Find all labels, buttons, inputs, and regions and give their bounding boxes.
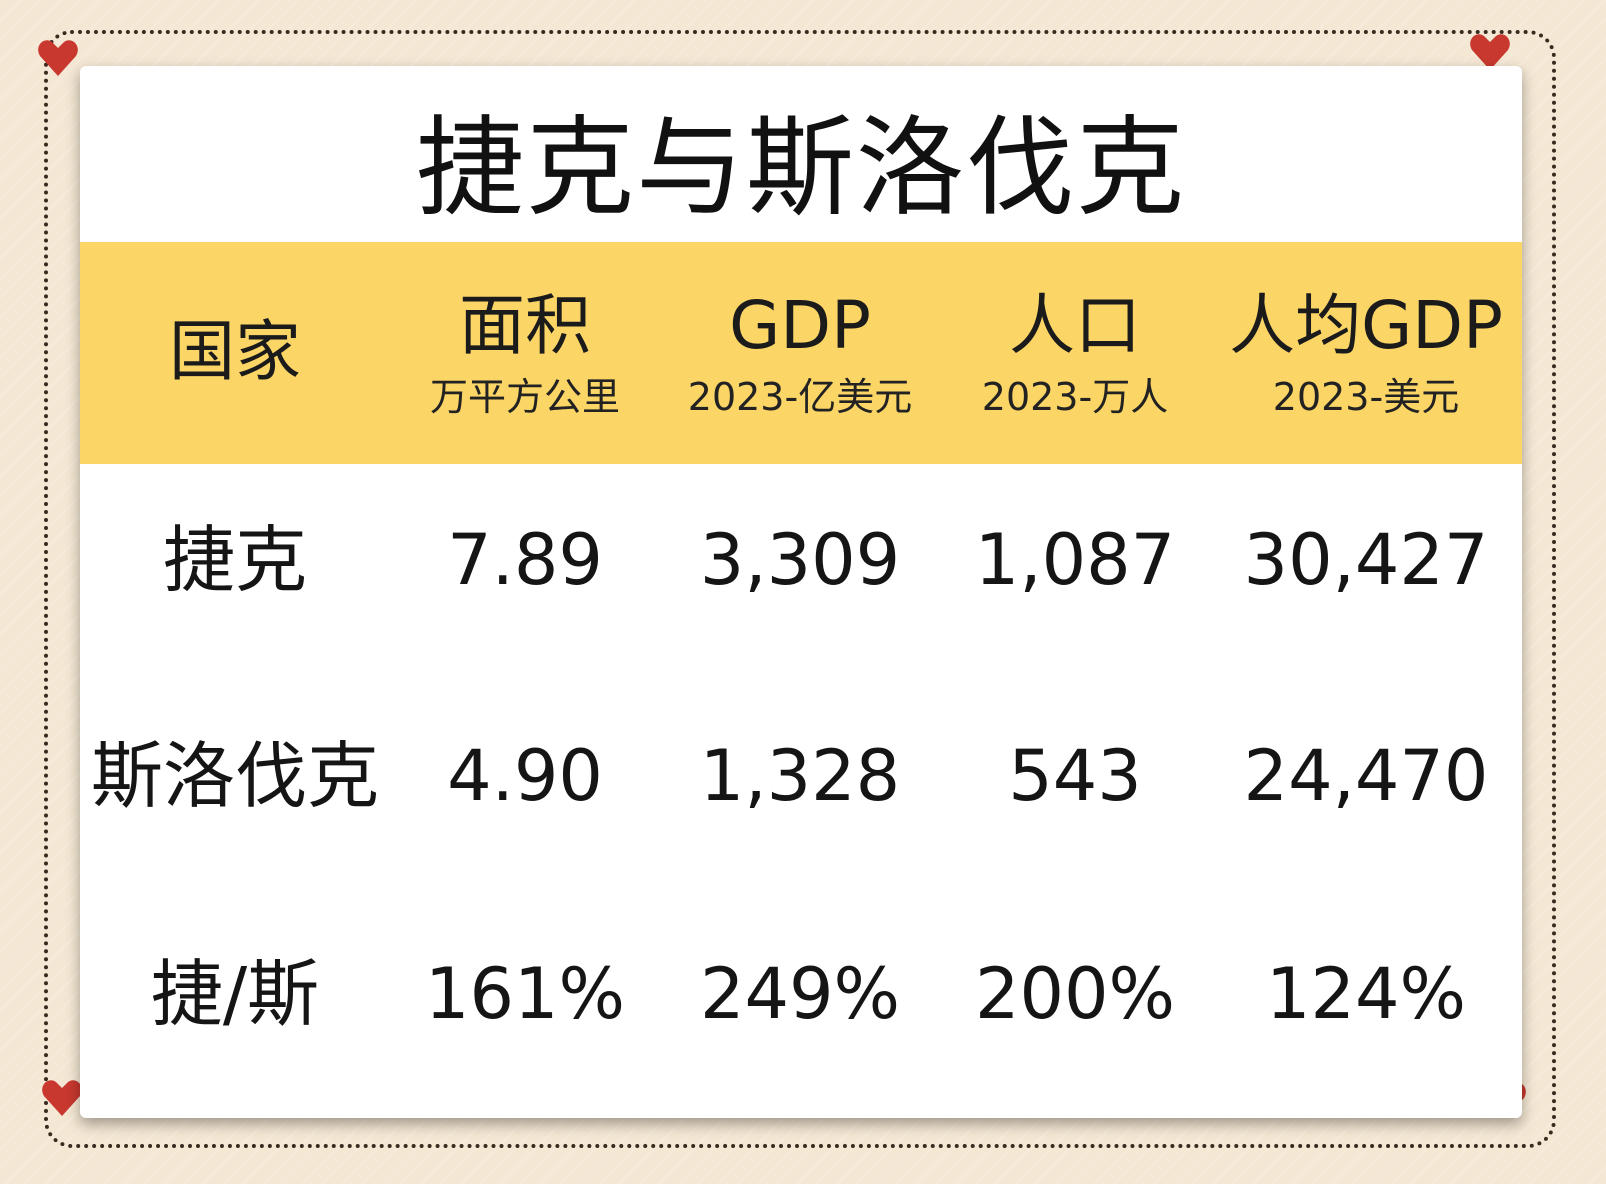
row-country: 捷克	[162, 518, 307, 602]
heart-icon	[38, 40, 78, 76]
header-gdp-label: GDP	[729, 287, 871, 364]
row-gdp: 1,328	[699, 735, 901, 817]
heart-icon	[42, 1080, 82, 1116]
header-gdp-unit: 2023-亿美元	[687, 375, 913, 419]
row-area: 4.90	[447, 735, 603, 817]
header-population-label: 人口	[1009, 287, 1141, 364]
row-population: 543	[1008, 735, 1142, 817]
table-row: 捷/斯 161% 249% 200% 124%	[80, 924, 1522, 1064]
table-header: 国家 面积 万平方公里 GDP 2023-亿美元 人口 2023-万人 人均GD…	[80, 242, 1522, 464]
row-country: 斯洛伐克	[90, 734, 379, 818]
row-area: 161%	[424, 953, 626, 1035]
row-population: 1,087	[974, 519, 1176, 601]
row-population: 200%	[974, 953, 1176, 1035]
header-country-label: 国家	[169, 313, 301, 390]
table-row: 斯洛伐克 4.90 1,328 543 24,470	[80, 706, 1522, 846]
row-gdp: 3,309	[699, 519, 901, 601]
header-area-unit: 万平方公里	[429, 375, 620, 419]
row-gdp: 249%	[699, 953, 901, 1035]
heart-icon	[1470, 34, 1510, 70]
row-gdp-per-capita: 124%	[1265, 953, 1467, 1035]
row-country: 捷/斯	[150, 952, 320, 1036]
header-area-label: 面积	[459, 287, 591, 364]
table-row: 捷克 7.89 3,309 1,087 30,427	[80, 490, 1522, 630]
row-gdp-per-capita: 24,470	[1243, 735, 1489, 817]
dotted-border	[44, 30, 1556, 1148]
header-gdp-per-capita-unit: 2023-美元	[1272, 375, 1460, 419]
row-gdp-per-capita: 30,427	[1243, 519, 1489, 601]
header-gdp-per-capita-label: 人均GDP	[1229, 287, 1503, 364]
row-area: 7.89	[447, 519, 603, 601]
page-title: 捷克与斯洛伐克	[415, 106, 1186, 231]
comparison-card: 捷克与斯洛伐克 国家 面积 万平方公里 GDP 2023-亿美元 人口 2023…	[80, 66, 1522, 1118]
header-population-unit: 2023-万人	[981, 375, 1169, 419]
